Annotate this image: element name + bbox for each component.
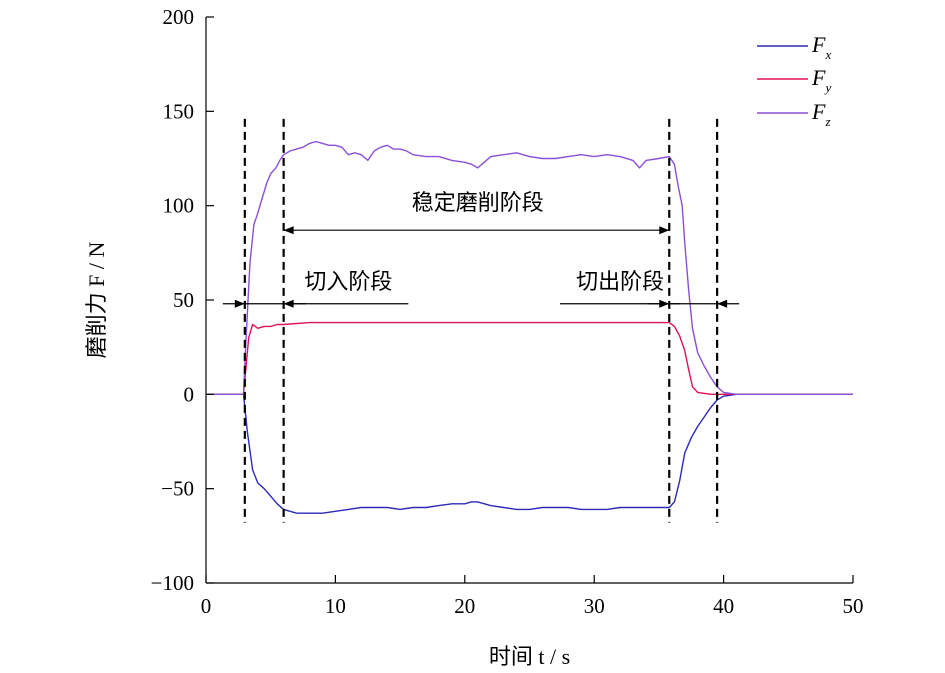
x-tick-label-2: 20 [454,594,475,618]
dashed-lines [243,118,719,523]
y-tick-label-3: 50 [173,288,194,312]
legend-subscript-fx: x [824,47,831,62]
legend-label-fx: Fx [811,32,831,62]
x-tick-label-5: 50 [843,594,864,618]
y-tick-label-6: 200 [163,5,195,29]
y-tick-label-4: 100 [163,194,195,218]
x-tick-label-4: 40 [713,594,734,618]
annotation-label-2: 切入阶段 [304,269,392,294]
legend-subscript-fz: z [824,114,830,129]
y-tick-label-2: 0 [184,382,195,406]
annotation-label-1: 稳定磨削阶段 [412,190,544,215]
annotation-label-3: 切出阶段 [576,269,664,294]
x-tick-label-0: 0 [201,594,212,618]
x-tick-label-3: 30 [584,594,605,618]
y-tick-label-1: −50 [161,477,194,501]
annotation-arrowhead-right-1 [659,226,670,235]
y-axis-label: 磨削力 F / N [84,242,109,359]
legend-label-fz: Fz [811,99,831,129]
y-tick-label-0: −100 [151,571,194,595]
annotation-arrowhead-left-2 [234,299,245,308]
series-layer [206,140,853,514]
legend-label-fy: Fy [811,65,831,95]
x-axis-label: 时间 t / s [489,644,570,669]
y-tick-label-5: 150 [163,99,195,123]
x-tick-label-1: 10 [325,594,346,618]
annotation-arrowhead-left-1 [283,226,294,235]
series-line-fy [206,321,853,395]
series-line-fx [206,393,853,514]
axes: −100 −50 0 50 100 150 200 0 10 20 30 40 50 时间 t / s 磨削… [84,5,864,669]
legend-subscript-fy: y [823,80,831,95]
series-line-fz [206,140,853,395]
annotation-arrowhead-right-3 [717,299,728,308]
